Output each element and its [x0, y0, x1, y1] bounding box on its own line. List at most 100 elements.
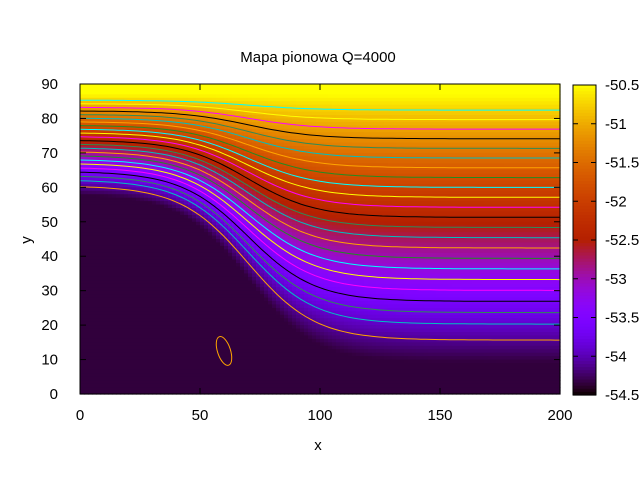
- heatmap-cell: [232, 376, 237, 381]
- heatmap-cell: [220, 294, 225, 299]
- heatmap-cell: [188, 335, 193, 340]
- heatmap-cell: [288, 125, 293, 130]
- heatmap-cell: [168, 301, 173, 306]
- heatmap-cell: [140, 139, 145, 144]
- heatmap-cell: [268, 349, 273, 354]
- heatmap-cell: [172, 177, 177, 182]
- heatmap-cell: [192, 307, 197, 312]
- heatmap-cell: [240, 276, 245, 281]
- heatmap-cell: [192, 97, 197, 102]
- heatmap-cell: [204, 294, 209, 299]
- heatmap-cell: [200, 149, 205, 154]
- heatmap-cell: [192, 221, 197, 226]
- heatmap-cell: [200, 263, 205, 268]
- heatmap-cell: [176, 328, 181, 333]
- heatmap-cell: [92, 187, 97, 192]
- heatmap-cell: [188, 166, 193, 171]
- heatmap-cell: [256, 270, 261, 275]
- heatmap-cell: [260, 190, 265, 195]
- heatmap-cell: [296, 170, 301, 175]
- heatmap-cell: [280, 328, 285, 333]
- heatmap-cell: [236, 307, 241, 312]
- heatmap-cell: [208, 149, 213, 154]
- heatmap-cell: [296, 325, 301, 330]
- heatmap-cell: [160, 232, 165, 237]
- heatmap-cell: [88, 225, 93, 230]
- heatmap-cell: [296, 156, 301, 161]
- heatmap-cell: [188, 352, 193, 357]
- heatmap-cell: [144, 225, 149, 230]
- heatmap-cell: [172, 214, 177, 219]
- heatmap-cell: [180, 321, 185, 326]
- heatmap-cell: [104, 84, 109, 89]
- heatmap-cell: [284, 152, 289, 157]
- heatmap-cell: [160, 163, 165, 168]
- heatmap-cell: [84, 342, 89, 347]
- heatmap-cell: [288, 187, 293, 192]
- heatmap-cell: [272, 218, 277, 223]
- heatmap-cell: [80, 273, 85, 278]
- heatmap-cell: [232, 166, 237, 171]
- heatmap-cell: [196, 301, 201, 306]
- heatmap-cell: [168, 283, 173, 288]
- heatmap-cell: [232, 111, 237, 116]
- heatmap-cell: [108, 177, 113, 182]
- heatmap-cell: [96, 84, 101, 89]
- heatmap-cell: [284, 283, 289, 288]
- heatmap-cell: [164, 183, 169, 188]
- heatmap-cell: [260, 321, 265, 326]
- heatmap-cell: [216, 366, 221, 371]
- heatmap-cell: [168, 221, 173, 226]
- heatmap-cell: [276, 190, 281, 195]
- heatmap-cell: [108, 187, 113, 192]
- heatmap-cell: [236, 194, 241, 199]
- heatmap-cell: [116, 214, 121, 219]
- heatmap-cell: [268, 311, 273, 316]
- heatmap-cell: [136, 108, 141, 113]
- heatmap-cell: [244, 190, 249, 195]
- heatmap-cell: [300, 118, 305, 123]
- heatmap-cell: [80, 204, 85, 209]
- heatmap-cell: [152, 290, 157, 295]
- heatmap-cell: [152, 197, 157, 202]
- heatmap-cell: [300, 142, 305, 147]
- heatmap-cell: [200, 146, 205, 151]
- heatmap-cell: [240, 390, 245, 395]
- heatmap-cell: [112, 94, 117, 99]
- heatmap-cell: [272, 221, 277, 226]
- heatmap-cell: [228, 304, 233, 309]
- heatmap-cell: [244, 239, 249, 244]
- heatmap-cell: [220, 163, 225, 168]
- heatmap-cell: [136, 345, 141, 350]
- heatmap-cell: [232, 170, 237, 175]
- heatmap-cell: [188, 307, 193, 312]
- heatmap-cell: [100, 307, 105, 312]
- heatmap-cell: [208, 104, 213, 109]
- heatmap-cell: [172, 152, 177, 157]
- heatmap-cell: [228, 328, 233, 333]
- heatmap-cell: [292, 159, 297, 164]
- heatmap-cell: [100, 197, 105, 202]
- heatmap-cell: [268, 115, 273, 120]
- heatmap-cell: [136, 221, 141, 226]
- heatmap-cell: [80, 373, 85, 378]
- heatmap-cell: [100, 235, 105, 240]
- heatmap-cell: [172, 314, 177, 319]
- heatmap-cell: [112, 177, 117, 182]
- heatmap-cell: [212, 387, 217, 392]
- heatmap-cell: [252, 146, 257, 151]
- heatmap-cell: [192, 252, 197, 257]
- heatmap-cell: [216, 170, 221, 175]
- heatmap-cell: [260, 139, 265, 144]
- heatmap-cell: [116, 104, 121, 109]
- heatmap-cell: [212, 252, 217, 257]
- heatmap-cell: [260, 135, 265, 140]
- heatmap-cell: [256, 314, 261, 319]
- heatmap-cell: [296, 297, 301, 302]
- heatmap-cell: [168, 259, 173, 264]
- heatmap-cell: [112, 146, 117, 151]
- heatmap-cell: [256, 366, 261, 371]
- heatmap-cell: [252, 311, 257, 316]
- heatmap-cell: [164, 156, 169, 161]
- heatmap-cell: [104, 342, 109, 347]
